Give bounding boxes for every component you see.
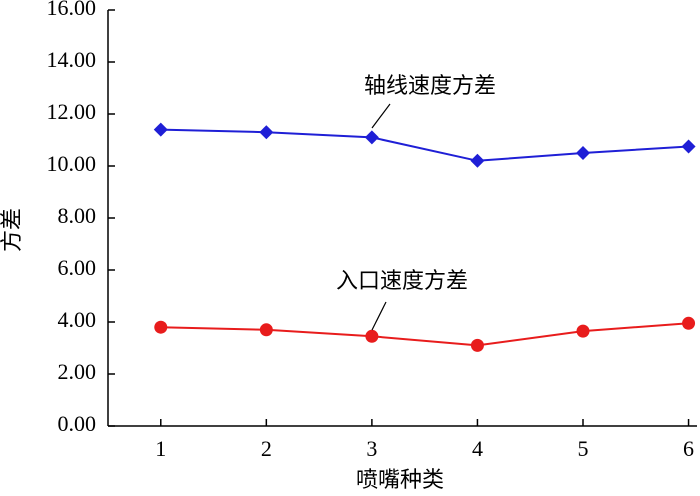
leader-line (371, 103, 391, 129)
marker (576, 146, 590, 160)
x-tick-label: 2 (261, 436, 272, 461)
x-axis-label: 喷嘴种类 (356, 467, 444, 492)
marker (153, 122, 168, 137)
x-tick-label: 1 (155, 436, 166, 461)
y-tick-label: 14.00 (47, 47, 97, 72)
series-line (160, 322, 689, 347)
x-tick-label: 3 (366, 436, 377, 461)
marker (682, 316, 696, 330)
y-tick-label: 10.00 (47, 151, 97, 176)
y-tick-label: 12.00 (47, 99, 97, 124)
marker (576, 324, 590, 338)
y-tick-label: 4.00 (58, 307, 97, 332)
y-axis-label: 方差 (0, 208, 24, 252)
marker (154, 320, 168, 334)
leader-line (371, 301, 387, 331)
marker (470, 338, 484, 352)
marker (259, 125, 274, 140)
y-tick-label: 2.00 (58, 359, 97, 384)
x-tick-label: 5 (578, 436, 589, 461)
marker (681, 139, 696, 154)
marker (365, 329, 379, 343)
marker (364, 130, 379, 145)
series-label: 轴线速度方差 (364, 73, 496, 98)
series-label: 入口速度方差 (336, 268, 468, 293)
marker (259, 323, 273, 337)
marker (470, 153, 485, 168)
y-tick-label: 16.00 (47, 0, 97, 20)
y-tick-label: 0.00 (58, 411, 97, 436)
series-line (160, 128, 689, 162)
y-tick-label: 6.00 (58, 255, 97, 280)
x-tick-label: 4 (472, 436, 483, 461)
y-tick-label: 8.00 (58, 203, 97, 228)
x-tick-label: 6 (683, 436, 694, 461)
